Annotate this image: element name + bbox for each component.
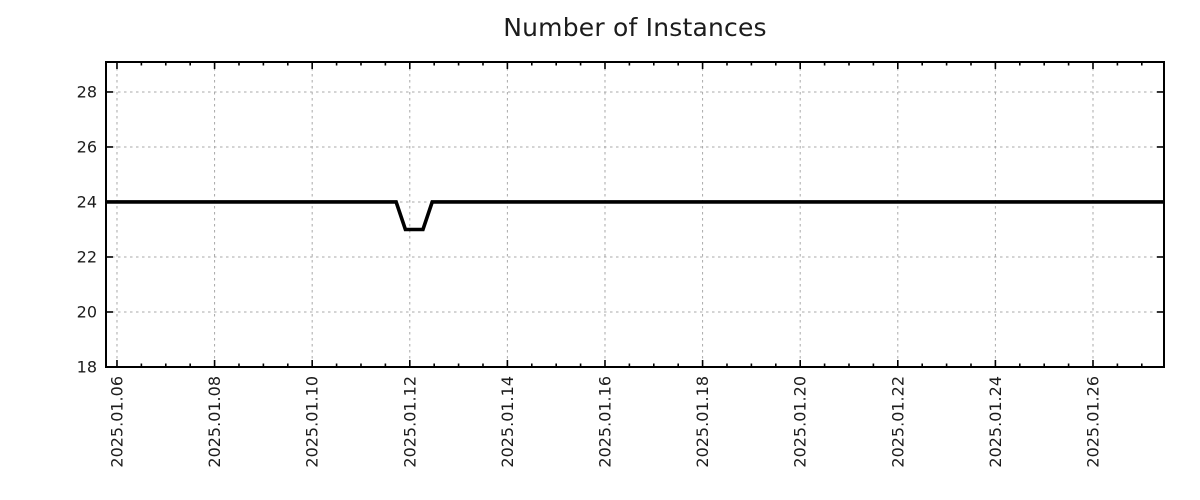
x-tick-label: 2025.01.24 (986, 376, 1005, 468)
x-tick-label: 2025.01.10 (303, 376, 322, 468)
y-tick-label: 20 (77, 302, 97, 321)
x-tick-label: 2025.01.26 (1083, 376, 1102, 468)
y-tick-label: 28 (77, 82, 97, 101)
tick-labels: 18 20 22 24 26 28 2025.01.06 2025.01.08 2025.01.… (77, 82, 1103, 467)
x-tick-label: 2025.01.22 (888, 376, 907, 468)
x-tick-label: 2025.01.06 (107, 376, 126, 468)
data-series-line (106, 200, 1164, 232)
x-tick-label: 2025.01.08 (205, 376, 224, 468)
chart-title: Number of Instances (503, 13, 767, 42)
x-tick-label: 2025.01.14 (498, 376, 517, 468)
x-tick-label: 2025.01.12 (400, 376, 419, 468)
y-tick-label: 22 (77, 247, 97, 266)
axis-ticks (106, 62, 1164, 368)
grid-lines (106, 62, 1164, 368)
y-tick-label: 24 (77, 192, 97, 211)
x-tick-label: 2025.01.16 (595, 376, 614, 468)
x-tick-label: 2025.01.20 (791, 376, 810, 468)
x-tick-label: 2025.01.18 (693, 376, 712, 468)
y-tick-label: 18 (77, 358, 97, 377)
plot-border (105, 61, 1165, 368)
y-tick-label: 26 (77, 137, 97, 156)
